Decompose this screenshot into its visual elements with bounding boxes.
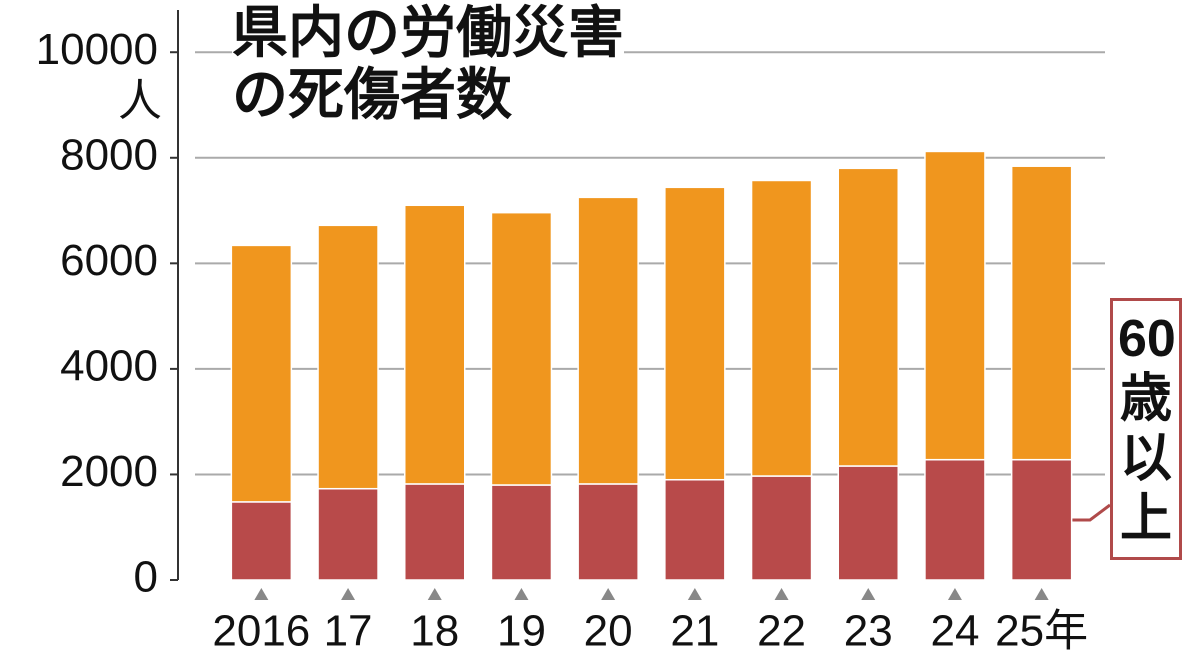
x-tick-label: 22 [757, 607, 806, 656]
x-tick-label: 2016 [212, 607, 310, 656]
bar-segment [230, 244, 293, 503]
bar-segment [664, 478, 726, 581]
y-unit: 人 [118, 77, 162, 126]
x-tick-label: 25年 [995, 607, 1088, 656]
tick-triangle [774, 588, 789, 600]
tick-triangle [687, 588, 702, 600]
bar-segment [317, 224, 379, 490]
x-tick-label: 19 [497, 607, 546, 656]
tick-triangle [601, 588, 616, 600]
x-tick-label: 18 [410, 607, 459, 656]
bar-segment [1010, 458, 1073, 581]
x-tick-label: 24 [930, 607, 979, 656]
y-tick-label: 2000 [60, 447, 158, 496]
tick-triangle [341, 588, 356, 600]
bar-segment [404, 483, 466, 581]
x-tick-label: 20 [584, 607, 633, 656]
tick-triangle [947, 588, 962, 600]
bar-segment [577, 483, 639, 581]
bar-segment [837, 465, 899, 581]
bar-segment [1010, 165, 1073, 461]
legend-label: 60歳以上 [1118, 310, 1176, 548]
bar-segment [924, 458, 986, 581]
y-tick-label: 0 [134, 553, 158, 602]
bar-segment [837, 167, 899, 467]
x-tick-label: 21 [670, 607, 719, 656]
bar-segment [404, 204, 466, 485]
tick-triangle [861, 588, 876, 600]
y-tick-label: 6000 [60, 236, 158, 285]
bar-segment [577, 196, 639, 485]
y-tick-label: 4000 [60, 342, 158, 391]
x-tick-label: 23 [844, 607, 893, 656]
bar-segment [317, 487, 379, 581]
chart-title-text: 県内の労働災害の死傷者数 [232, 1, 624, 126]
tick-triangle [254, 588, 269, 600]
bar-segment [490, 211, 553, 486]
legend-callout: 60歳以上 [1110, 298, 1182, 560]
bar-segment [230, 501, 293, 581]
bar-segment [664, 186, 726, 481]
y-tick-label: 10000 [36, 25, 158, 74]
tick-triangle [1034, 588, 1049, 600]
x-tick-label: 17 [324, 607, 373, 656]
bar-segment [750, 179, 813, 477]
bar-segment [924, 150, 986, 461]
chart-title: 県内の労働災害の死傷者数 [232, 1, 672, 126]
bar-segment [490, 484, 553, 581]
bar-segment [750, 475, 813, 581]
tick-triangle [427, 588, 442, 600]
y-tick-label: 8000 [60, 130, 158, 179]
tick-triangle [514, 588, 529, 600]
